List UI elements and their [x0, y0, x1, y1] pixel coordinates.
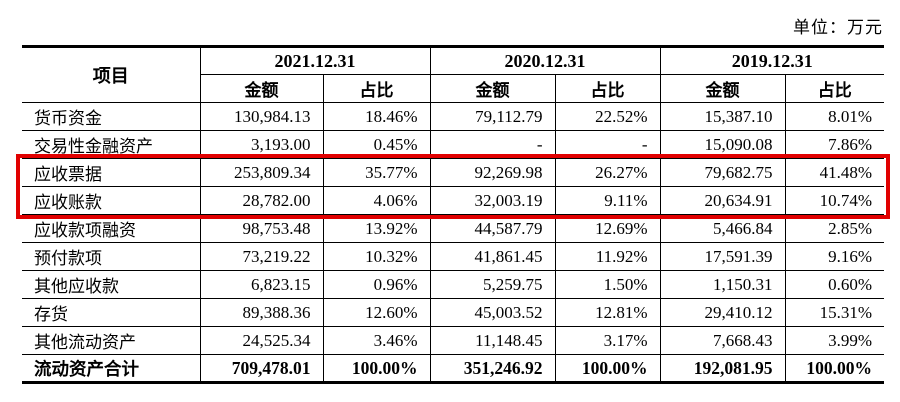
- ratio-cell: 12.60%: [322, 298, 430, 327]
- item-cell: 存货: [22, 298, 200, 327]
- ratio-cell: 11.92%: [554, 242, 660, 271]
- item-cell: 应收账款: [22, 186, 200, 215]
- amount-cell: 5,259.75: [429, 270, 555, 299]
- table-header: 项目 2021.12.31 2020.12.31 2019.12.31 金额 占…: [22, 46, 884, 103]
- amount-cell: 73,219.22: [199, 242, 323, 271]
- amount-cell: 24,525.34: [199, 326, 323, 355]
- amount-cell: 130,984.13: [199, 102, 323, 131]
- table-row: 应收账款 28,782.00 4.06% 32,003.19 9.11% 20,634.9…: [22, 186, 884, 215]
- ratio-cell: 35.77%: [322, 158, 430, 187]
- amount-cell: 41,861.45: [429, 242, 555, 271]
- amount-cell: -: [429, 130, 555, 159]
- amount-cell: 1,150.31: [659, 270, 785, 299]
- ratio-cell: 26.27%: [554, 158, 660, 187]
- table-row: 流动资产合计 709,478.01 100.00% 351,246.92 100.00%…: [22, 354, 884, 383]
- ratio-cell: 13.92%: [322, 214, 430, 243]
- header-ratio-2021: 占比: [322, 74, 430, 103]
- ratio-cell: 22.52%: [554, 102, 660, 131]
- amount-cell: 351,246.92: [429, 354, 555, 383]
- unit-label: 单位：万元: [793, 18, 883, 37]
- item-cell: 预付款项: [22, 242, 200, 271]
- current-assets-table: 项目 2021.12.31 2020.12.31 2019.12.31 金额 占…: [22, 45, 884, 384]
- ratio-cell: -: [554, 130, 660, 159]
- header-ratio-2020: 占比: [554, 74, 660, 103]
- table-row: 其他流动资产 24,525.34 3.46% 11,148.45 3.17% 7,668.…: [22, 326, 884, 355]
- header-subrow: 金额 占比 金额 占比 金额 占比: [22, 74, 884, 103]
- header-amount-2019: 金额: [659, 74, 785, 103]
- ratio-cell: 0.45%: [322, 130, 430, 159]
- item-cell: 其他流动资产: [22, 326, 200, 355]
- item-cell: 交易性金融资产: [22, 130, 200, 159]
- amount-cell: 79,112.79: [429, 102, 555, 131]
- ratio-cell: 0.60%: [784, 270, 884, 299]
- amount-cell: 11,148.45: [429, 326, 555, 355]
- amount-cell: 28,782.00: [199, 186, 323, 215]
- ratio-cell: 0.96%: [322, 270, 430, 299]
- header-period-2019: 2019.12.31: [659, 46, 884, 75]
- ratio-cell: 3.99%: [784, 326, 884, 355]
- ratio-cell: 100.00%: [554, 354, 660, 383]
- amount-cell: 15,090.08: [659, 130, 785, 159]
- amount-cell: 7,668.43: [659, 326, 785, 355]
- ratio-cell: 10.32%: [322, 242, 430, 271]
- amount-cell: 20,634.91: [659, 186, 785, 215]
- ratio-cell: 8.01%: [784, 102, 884, 131]
- amount-cell: 6,823.15: [199, 270, 323, 299]
- table-row: 预付款项 73,219.22 10.32% 41,861.45 11.92% 17,591…: [22, 242, 884, 271]
- table-row: 交易性金融资产 3,193.00 0.45% - -15,090.08 7.86%: [22, 130, 884, 159]
- table-body: 货币资金 130,984.13 18.46% 79,112.79 22.52% 15,38…: [22, 102, 884, 383]
- item-cell: 流动资产合计: [22, 354, 200, 383]
- amount-cell: 89,388.36: [199, 298, 323, 327]
- ratio-cell: 9.16%: [784, 242, 884, 271]
- table-row: 货币资金 130,984.13 18.46% 79,112.79 22.52% 15,38…: [22, 102, 884, 131]
- ratio-cell: 100.00%: [322, 354, 430, 383]
- amount-cell: 709,478.01: [199, 354, 323, 383]
- item-cell: 应收票据: [22, 158, 200, 187]
- table-row: 其他应收款 6,823.15 0.96% 5,259.75 1.50% 1,150.31 0…: [22, 270, 884, 299]
- amount-cell: 3,193.00: [199, 130, 323, 159]
- table-row: 应收款项融资 98,753.48 13.92% 44,587.79 12.69% 5,46…: [22, 214, 884, 243]
- table-row: 存货 89,388.36 12.60% 45,003.52 12.81% 29,410.1…: [22, 298, 884, 327]
- amount-cell: 17,591.39: [659, 242, 785, 271]
- item-cell: 应收款项融资: [22, 214, 200, 243]
- amount-cell: 5,466.84: [659, 214, 785, 243]
- table-row: 应收票据 253,809.34 35.77% 92,269.98 26.27% 79,68…: [22, 158, 884, 187]
- ratio-cell: 18.46%: [322, 102, 430, 131]
- ratio-cell: 12.69%: [554, 214, 660, 243]
- header-period-2021: 2021.12.31: [199, 46, 430, 75]
- ratio-cell: 9.11%: [554, 186, 660, 215]
- ratio-cell: 7.86%: [784, 130, 884, 159]
- header-item: 项目: [22, 46, 201, 103]
- amount-cell: 15,387.10: [659, 102, 785, 131]
- amount-cell: 32,003.19: [429, 186, 555, 215]
- ratio-cell: 10.74%: [784, 186, 884, 215]
- ratio-cell: 100.00%: [784, 354, 884, 383]
- amount-cell: 253,809.34: [199, 158, 323, 187]
- ratio-cell: 1.50%: [554, 270, 660, 299]
- amount-cell: 92,269.98: [429, 158, 555, 187]
- header-amount-2021: 金额: [199, 74, 323, 103]
- ratio-cell: 41.48%: [784, 158, 884, 187]
- amount-cell: 79,682.75: [659, 158, 785, 187]
- ratio-cell: 12.81%: [554, 298, 660, 327]
- amount-cell: 45,003.52: [429, 298, 555, 327]
- ratio-cell: 3.46%: [322, 326, 430, 355]
- header-amount-2020: 金额: [429, 74, 555, 103]
- amount-cell: 44,587.79: [429, 214, 555, 243]
- item-cell: 货币资金: [22, 102, 200, 131]
- header-ratio-2019: 占比: [784, 74, 884, 103]
- ratio-cell: 3.17%: [554, 326, 660, 355]
- amount-cell: 98,753.48: [199, 214, 323, 243]
- item-cell: 其他应收款: [22, 270, 200, 299]
- amount-cell: 29,410.12: [659, 298, 785, 327]
- ratio-cell: 15.31%: [784, 298, 884, 327]
- ratio-cell: 2.85%: [784, 214, 884, 243]
- header-period-row: 项目 2021.12.31 2020.12.31 2019.12.31: [22, 46, 884, 103]
- header-period-2020: 2020.12.31: [429, 46, 660, 75]
- ratio-cell: 4.06%: [322, 186, 430, 215]
- amount-cell: 192,081.95: [659, 354, 785, 383]
